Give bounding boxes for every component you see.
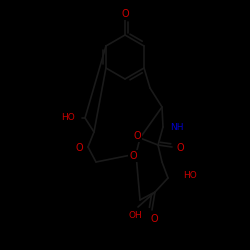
Text: HO: HO <box>61 114 75 122</box>
Text: O: O <box>121 9 129 19</box>
Text: OH: OH <box>128 212 142 220</box>
Text: O: O <box>133 131 141 141</box>
Text: O: O <box>129 151 137 161</box>
Text: HO: HO <box>183 172 197 180</box>
Text: O: O <box>75 143 83 153</box>
Text: O: O <box>176 143 184 153</box>
Text: NH: NH <box>170 122 183 132</box>
Text: O: O <box>150 214 158 224</box>
